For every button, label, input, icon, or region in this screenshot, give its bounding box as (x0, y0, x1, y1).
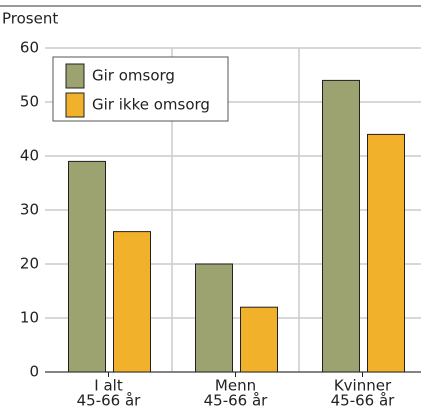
bar (68, 160, 106, 373)
bar (195, 263, 233, 373)
legend-swatch (65, 63, 85, 89)
bar (322, 79, 360, 373)
x-tick-label: 45-66 år (331, 392, 396, 410)
x-tick-label: 45-66 år (77, 392, 142, 410)
x-tick-label: Kvinner (334, 377, 392, 395)
y-tick-label: 0 (29, 363, 39, 381)
y-tick-label: 20 (20, 255, 39, 273)
x-tick-label: Menn (215, 377, 256, 395)
bar (113, 231, 151, 373)
legend-swatch (65, 92, 85, 118)
legend-label: Gir omsorg (92, 67, 175, 85)
y-tick-label: 40 (20, 147, 39, 165)
y-tick-label: 30 (20, 201, 39, 219)
y-tick-label: 50 (20, 93, 39, 111)
bar (367, 133, 405, 373)
y-tick-label: 10 (20, 309, 39, 327)
bar (240, 306, 278, 373)
x-tick-label: I alt (94, 377, 123, 395)
x-tick-label: 45-66 år (204, 392, 269, 410)
y-axis-label: Prosent (2, 10, 58, 28)
legend-label: Gir ikke omsorg (92, 96, 210, 114)
y-tick-label: 60 (20, 39, 39, 57)
